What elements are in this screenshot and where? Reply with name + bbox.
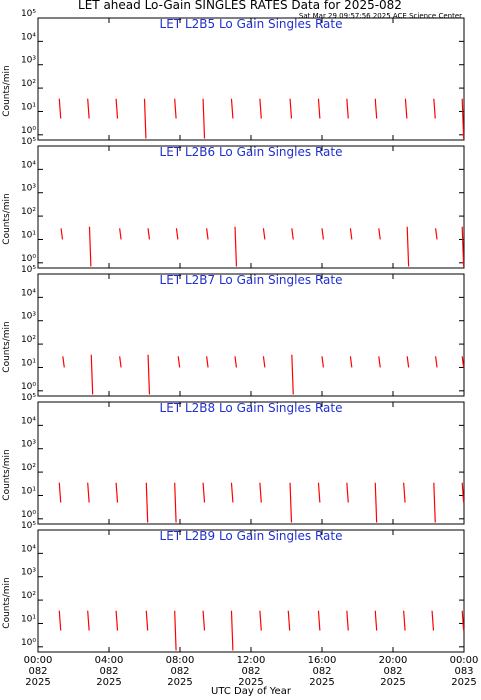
x-tick-label: 083 — [454, 666, 473, 677]
y-tick-label: 10⁵ — [21, 521, 36, 531]
y-tick-label: 10¹ — [21, 230, 36, 240]
y-tick-label: 10¹ — [21, 614, 36, 624]
y-tick-label: 10⁰ — [21, 254, 36, 264]
y-tick-label: 10⁰ — [21, 382, 36, 392]
y-tick-label: 10⁵ — [21, 393, 36, 403]
y-tick-label: 10² — [21, 79, 36, 89]
y-tick-label: 10³ — [21, 440, 36, 450]
y-tick-label: 10² — [21, 335, 36, 345]
y-tick-label: 10⁴ — [21, 544, 36, 554]
y-tick-label: 10² — [21, 591, 36, 601]
y-tick-label: 10⁰ — [21, 510, 36, 520]
x-tick-label: 2025 — [96, 677, 121, 688]
x-tick-label: 2025 — [25, 677, 50, 688]
panel-title: LET L2B8 Lo Gain Singles Rate — [160, 401, 343, 415]
data-line — [60, 226, 465, 267]
x-tick-label: 082 — [170, 666, 189, 677]
y-tick-label: 10³ — [21, 56, 36, 66]
data-line — [62, 354, 465, 395]
x-tick-label: 082 — [28, 666, 47, 677]
x-tick-label: 082 — [383, 666, 402, 677]
y-tick-label: 10⁴ — [21, 32, 36, 42]
y-tick-label: 10⁴ — [21, 288, 36, 298]
y-tick-label: 10⁵ — [21, 137, 36, 147]
y-axis-label: Counts/min — [2, 449, 12, 500]
y-tick-label: 10³ — [21, 184, 36, 194]
x-tick-label: 2025 — [238, 677, 263, 688]
panel-title: LET L2B5 Lo Gain Singles Rate — [160, 17, 343, 31]
y-axis-label: Counts/min — [2, 321, 12, 372]
x-tick-label: 082 — [312, 666, 331, 677]
y-axis-label: Counts/min — [2, 65, 12, 116]
y-tick-label: 10⁵ — [21, 265, 36, 275]
x-tick-label: 00:00 — [24, 655, 53, 666]
y-tick-label: 10³ — [21, 568, 36, 578]
y-tick-label: 10⁴ — [21, 160, 36, 170]
x-tick-label: 082 — [241, 666, 260, 677]
timestamp: Sat Mar 29 09:57:56 2025 ACE Science Cen… — [299, 12, 462, 20]
y-tick-label: 10¹ — [21, 486, 36, 496]
x-tick-label: 20:00 — [379, 655, 408, 666]
x-tick-label: 12:00 — [237, 655, 266, 666]
x-tick-label: 2025 — [380, 677, 405, 688]
y-tick-label: 10³ — [21, 312, 36, 322]
data-line — [58, 98, 465, 139]
x-tick-label: 2025 — [451, 677, 476, 688]
chart-title: LET ahead Lo-Gain SINGLES RATES Data for… — [78, 0, 402, 12]
y-tick-label: 10⁰ — [21, 638, 36, 648]
x-tick-label: 16:00 — [308, 655, 337, 666]
data-line — [58, 610, 465, 651]
y-axis-label: Counts/min — [2, 193, 12, 244]
x-axis-label: UTC Day of Year — [211, 686, 292, 697]
y-tick-label: 10¹ — [21, 102, 36, 112]
panel-title: LET L2B6 Lo Gain Singles Rate — [160, 145, 343, 159]
panel-title: LET L2B7 Lo Gain Singles Rate — [160, 273, 343, 287]
y-tick-label: 10⁰ — [21, 126, 36, 136]
x-tick-label: 00:00 — [450, 655, 479, 666]
x-tick-label: 08:00 — [166, 655, 195, 666]
y-tick-label: 10² — [21, 207, 36, 217]
x-tick-label: 04:00 — [95, 655, 124, 666]
x-tick-label: 2025 — [167, 677, 192, 688]
data-line — [58, 482, 465, 523]
y-tick-label: 10⁵ — [21, 9, 36, 19]
y-tick-label: 10² — [21, 463, 36, 473]
y-tick-label: 10¹ — [21, 358, 36, 368]
x-tick-label: 2025 — [309, 677, 334, 688]
x-tick-label: 082 — [99, 666, 118, 677]
panel-title: LET L2B9 Lo Gain Singles Rate — [160, 529, 343, 543]
y-axis-label: Counts/min — [2, 577, 12, 628]
y-tick-label: 10⁴ — [21, 416, 36, 426]
